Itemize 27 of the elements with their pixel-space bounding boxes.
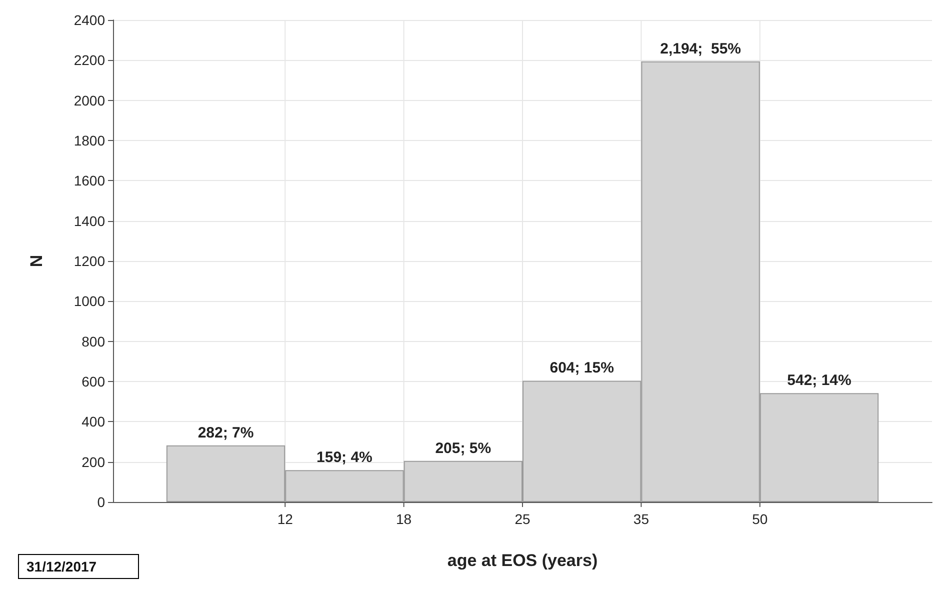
data-label: 282; 7% xyxy=(198,424,254,442)
text: 31/12/2017 xyxy=(26,558,97,574)
y-tick-label: 1800 xyxy=(74,132,106,148)
y-tick-label: 600 xyxy=(82,374,106,390)
text: 12 xyxy=(277,511,294,527)
y-tick-label: 1200 xyxy=(74,253,106,269)
text: 50 xyxy=(752,511,768,527)
y-tick-label: 1000 xyxy=(74,293,106,310)
y-tick-label: 2200 xyxy=(74,52,106,68)
y-tick-label: 0 xyxy=(97,494,106,510)
data-label: 159; 4% xyxy=(316,449,372,466)
x-axis-title: age at EOS (years) xyxy=(447,551,598,570)
y-tick-label: 2000 xyxy=(74,92,106,108)
data-label: 205; 5% xyxy=(435,440,492,457)
y-axis-title: N xyxy=(27,254,46,268)
data-label: 604; 15% xyxy=(550,360,614,377)
data-label: 542; 14% xyxy=(787,372,852,390)
y-tick-label: 1600 xyxy=(74,172,106,189)
y-tick-label: 200 xyxy=(82,454,106,470)
data-label: 2,194; 55% xyxy=(660,40,741,58)
y-tick-label: 1400 xyxy=(74,212,106,229)
y-tick-label: 800 xyxy=(82,333,106,350)
text: 18 xyxy=(396,511,412,527)
y-tick-label: 2400 xyxy=(74,12,106,28)
text: 25 xyxy=(514,511,530,527)
y-tick-label: 400 xyxy=(82,414,106,430)
text: 35 xyxy=(633,511,650,527)
